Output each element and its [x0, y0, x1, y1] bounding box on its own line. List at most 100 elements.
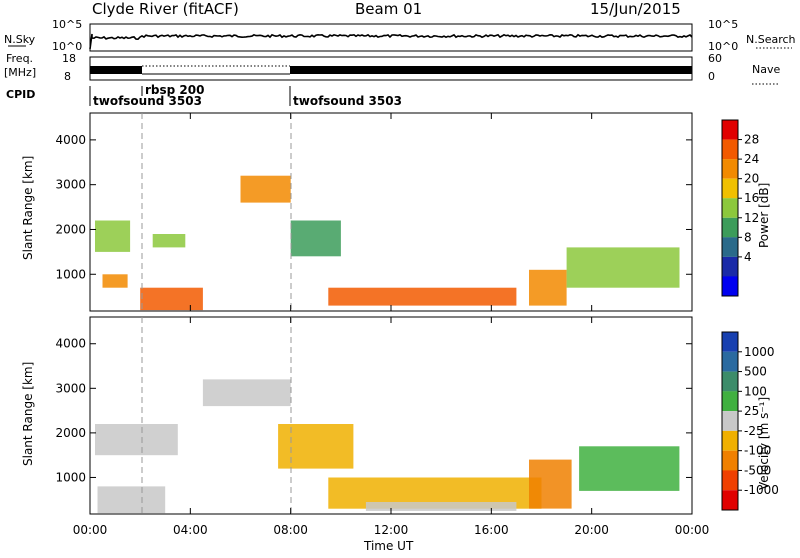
x-tick-label: 00:00: [73, 523, 108, 537]
power-patch: [102, 274, 128, 288]
cpid-row: CPID twofsound 3503 rbsp 200 twofsound 3…: [6, 83, 402, 108]
cpid-segment-1: twofsound 3503: [93, 94, 202, 108]
x-tick-label: 20:00: [574, 523, 609, 537]
power-colorbar-swatch: [722, 120, 738, 140]
velocity-patch: [95, 424, 178, 456]
noise-right-tick-top: 10^5: [708, 18, 738, 31]
velocity-colorbar-tick: -500: [744, 463, 771, 477]
velocity-colorbar-swatch: [722, 391, 738, 412]
velocity-ylabel: Slant Range [km]: [21, 362, 35, 466]
velocity-patch: [529, 459, 572, 509]
x-tick-label: 04:00: [173, 523, 208, 537]
power-ylabel: Slant Range [km]: [21, 156, 35, 260]
x-tick-label: 16:00: [474, 523, 509, 537]
power-colorbar-swatch: [722, 217, 738, 238]
power-patch: [566, 247, 680, 288]
x-axis-label: Time UT: [363, 539, 414, 553]
power-patches: [95, 175, 680, 311]
velocity-colorbar-tick: 500: [744, 365, 767, 379]
noise-trace: [89, 33, 693, 50]
beam-title: Beam 01: [355, 0, 422, 18]
velocity-colorbar-swatch: [722, 490, 738, 510]
velocity-colorbar-tick: -25: [744, 424, 764, 438]
power-colorbar-tick: 20: [744, 172, 759, 186]
velocity-patch: [365, 502, 517, 511]
noise-right-tick-bottom: 10^0: [708, 40, 738, 53]
velocity-colorbar-tick: 100: [744, 384, 767, 398]
velocity-colorbar-tick: -100: [744, 444, 771, 458]
power-panel: 4000 3000 2000 1000 Slant Range [km]: [21, 112, 693, 312]
power-ytick-label: 1000: [55, 267, 86, 281]
noise-left-tick-bottom: 10^0: [52, 40, 82, 53]
power-colorbar-tick: 8: [744, 230, 752, 244]
power-patch: [240, 175, 291, 203]
power-colorbar-tick: 12: [744, 211, 759, 225]
power-colorbar-swatch: [722, 159, 738, 179]
velocity-colorbar-tick: 1000: [744, 345, 775, 359]
velocity-panel: 4000 3000 2000 1000 Slant Range [km]: [21, 316, 693, 515]
velocity-colorbar-swatch: [722, 332, 738, 352]
freq-label-1: Freq.: [6, 52, 33, 65]
freq-left-tick-top: 18: [62, 52, 76, 65]
cpid-segment-2: rbsp 200: [145, 83, 204, 97]
velocity-colorbar-label: Velocity [m s⁻¹]: [757, 397, 771, 490]
velocity-colorbar-swatch: [722, 430, 738, 451]
x-tick-label: 08:00: [273, 523, 308, 537]
x-tick-label: 12:00: [374, 523, 409, 537]
velocity-colorbar-swatch: [722, 351, 738, 372]
power-colorbar-swatch: [722, 237, 738, 257]
velocity-colorbar-tick: 25: [744, 404, 759, 418]
noise-left-tick-top: 10^5: [52, 18, 82, 31]
power-colorbar-label: Power [dB]: [757, 183, 771, 248]
velocity-ytick-label: 1000: [55, 470, 86, 484]
power-patch: [95, 220, 131, 252]
power-colorbar-swatch: [722, 256, 738, 277]
freq-left-tick-bottom: 8: [64, 70, 71, 83]
noise-left-label: N.Sky: [4, 33, 36, 46]
noise-right-label: N.Search: [746, 33, 796, 46]
frequency-panel: Freq. [MHz] 18 8 60 0 Nave: [4, 52, 780, 85]
velocity-colorbar-swatch: [722, 411, 738, 431]
velocity-patch: [278, 424, 354, 469]
power-ytick-label: 4000: [55, 133, 86, 147]
velocity-patch: [579, 446, 680, 491]
station-title: Clyde River (fitACF): [92, 0, 239, 18]
velocity-colorbar-swatch: [722, 470, 738, 491]
power-colorbar-swatch: [722, 139, 738, 160]
power-colorbar-swatch: [722, 276, 738, 296]
power-ytick-label: 3000: [55, 178, 86, 192]
power-patch: [290, 220, 341, 257]
velocity-colorbar-swatch: [722, 450, 738, 471]
cpid-segment-3: twofsound 3503: [293, 94, 402, 108]
velocity-patch: [97, 486, 166, 514]
noise-panel: N.Sky 10^5 10^0 10^5 10^0 N.Search: [4, 18, 796, 53]
velocity-colorbar: 1000 500 100 25 -25 -100 -500 -1000 Velocity [m…: [721, 331, 779, 511]
power-colorbar-swatch: [722, 198, 738, 218]
x-tick-label: 00:00: [675, 523, 710, 537]
power-patch: [140, 287, 203, 311]
velocity-patches: [95, 379, 680, 514]
power-colorbar-tick: 16: [744, 191, 759, 205]
power-colorbar-tick: 28: [744, 133, 759, 147]
cpid-label: CPID: [6, 88, 35, 101]
power-patch: [152, 234, 186, 248]
velocity-colorbar-tick: -1000: [744, 483, 779, 497]
nave-right-tick-top: 60: [708, 52, 722, 65]
x-axis: 00:00 04:00 08:00 12:00 16:00 20:00 00:00: [73, 113, 710, 537]
date-title: 15/Jun/2015: [590, 0, 681, 18]
velocity-ytick-label: 3000: [55, 381, 86, 395]
power-patch: [328, 287, 517, 306]
power-colorbar-tick: 4: [744, 250, 752, 264]
power-colorbar-swatch: [722, 178, 738, 199]
velocity-colorbar-swatch: [722, 371, 738, 392]
velocity-ytick-label: 4000: [55, 337, 86, 351]
velocity-ytick-label: 2000: [55, 426, 86, 440]
velocity-patch: [202, 379, 291, 407]
freq-label-2: [MHz]: [4, 66, 36, 79]
power-colorbar: 28 24 20 16 12 8 4 Power [dB]: [721, 119, 771, 297]
power-ytick-label: 2000: [55, 222, 86, 236]
power-colorbar-tick: 24: [744, 152, 759, 166]
power-patch: [529, 269, 567, 306]
nave-right-tick-bottom: 0: [708, 70, 715, 83]
